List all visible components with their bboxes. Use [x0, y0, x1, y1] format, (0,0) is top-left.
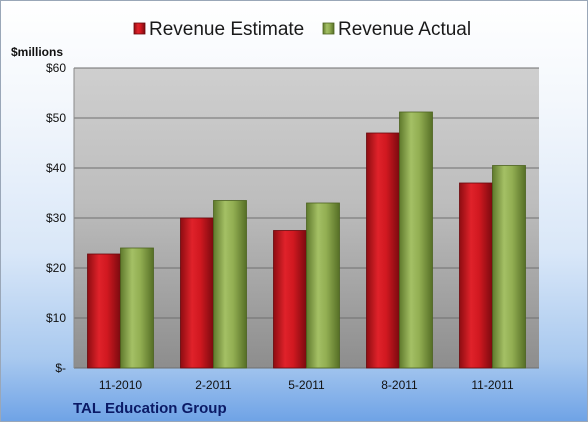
- y-tick-label: $60: [46, 61, 66, 75]
- legend-swatch: [133, 22, 146, 35]
- x-tick-label: 5-2011: [288, 378, 325, 392]
- footer-company-label: TAL Education Group: [73, 400, 227, 417]
- bar-revenue-actual: [120, 247, 154, 369]
- y-tick-label: $20: [46, 261, 66, 275]
- bar-revenue-actual: [399, 111, 433, 369]
- bar-revenue-estimate: [459, 182, 493, 369]
- bars: [87, 111, 526, 369]
- y-tick-label: $40: [46, 161, 66, 175]
- bar-revenue-estimate: [180, 217, 214, 369]
- y-tick-label: $30: [46, 211, 66, 225]
- y-tick-label: $-: [55, 361, 66, 375]
- y-tick-label: $50: [46, 111, 66, 125]
- y-axis-unit-label: $millions: [11, 45, 63, 59]
- legend: Revenue Estimate Revenue Actual: [133, 19, 471, 40]
- y-axis: $- $10 $20 $30 $40 $50 $60: [46, 61, 75, 375]
- x-tick-label: 2-2011: [195, 378, 232, 392]
- bar-revenue-actual: [213, 200, 247, 369]
- legend-swatch: [322, 22, 335, 35]
- legend-label: Revenue Actual: [338, 19, 471, 40]
- legend-label: Revenue Estimate: [149, 19, 304, 40]
- x-tick-label: 11-2010: [99, 378, 142, 392]
- x-tick-label: 11-2011: [471, 378, 514, 392]
- y-tick-label: $10: [46, 311, 66, 325]
- bar-revenue-estimate: [273, 230, 307, 369]
- bar-revenue-actual: [492, 165, 526, 369]
- bar-revenue-actual: [306, 202, 340, 369]
- bar-revenue-estimate: [366, 132, 400, 369]
- x-axis: 11-2010 2-2011 5-2011 8-2011 11-2011: [99, 378, 514, 392]
- x-tick-label: 8-2011: [381, 378, 418, 392]
- bar-revenue-estimate: [87, 253, 121, 369]
